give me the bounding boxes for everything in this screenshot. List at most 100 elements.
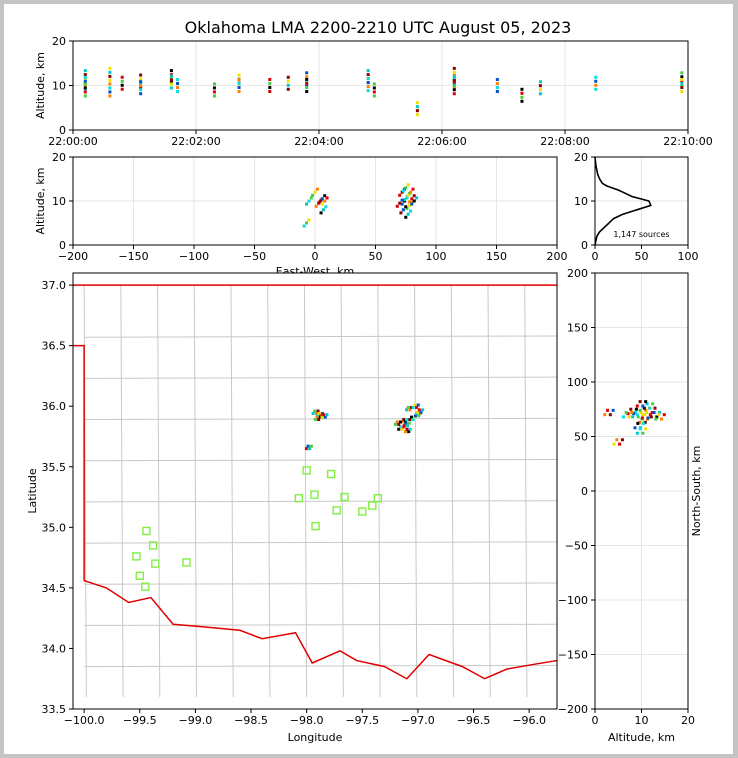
- ns-altitude-point: [659, 417, 663, 421]
- altitude-time-point: [366, 69, 370, 73]
- county-line: [84, 582, 558, 585]
- lightning-source-point: [304, 447, 308, 451]
- x-tick-label: −98.5: [234, 714, 268, 727]
- lightning-source-point: [406, 405, 410, 409]
- lightning-source-point: [416, 410, 420, 414]
- lma-station-marker: [141, 582, 150, 591]
- altitude-ew-point: [406, 212, 410, 216]
- ns-altitude-point: [641, 404, 645, 408]
- altitude-ew-point: [323, 194, 327, 198]
- x-tick-label: −100: [179, 250, 209, 263]
- lma-station-marker: [135, 571, 144, 580]
- altitude-time-point: [495, 86, 499, 90]
- altitude-ew-point: [305, 202, 309, 206]
- x-tick-label: −99.0: [179, 714, 213, 727]
- altitude-time-point: [372, 86, 376, 90]
- ns-altitude-point: [643, 413, 647, 417]
- altitude-time-point: [237, 86, 241, 90]
- county-line: [267, 285, 271, 697]
- lightning-source-point: [322, 413, 326, 417]
- y-tick-label: 10: [52, 195, 66, 208]
- y-tick-label: 20: [52, 151, 66, 164]
- altitude-time-point: [538, 92, 542, 96]
- lightning-source-point: [408, 427, 412, 431]
- county-boundaries: [83, 285, 558, 697]
- y-axis-label: North-South, km: [690, 446, 703, 537]
- lightning-source-point: [411, 405, 415, 409]
- lightning-source-point: [317, 411, 321, 415]
- lightning-source-point: [314, 411, 318, 415]
- altitude-time-point: [495, 77, 499, 81]
- lightning-source-point: [416, 403, 420, 407]
- lma-station-marker: [340, 492, 349, 502]
- lightning-source-point: [317, 418, 321, 422]
- altitude-ew-point: [410, 197, 414, 201]
- lightning-source-point: [313, 409, 317, 413]
- ns-altitude-point: [621, 415, 625, 419]
- altitude-east-west-panel: −200 −150 −100 −50 0 50 100 150 20001020East-Wes…: [34, 151, 568, 278]
- y-tick-label: 37.0: [42, 279, 67, 292]
- lightning-source-point: [311, 411, 315, 415]
- lightning-source-point: [411, 418, 415, 422]
- lightning-source-point: [417, 414, 421, 418]
- altitude-time-point: [366, 85, 370, 89]
- figure-title: Oklahoma LMA 2200-2210 UTC August 05, 20…: [184, 18, 572, 37]
- x-tick-label: −96.5: [457, 714, 491, 727]
- altitude-time-point: [176, 77, 180, 81]
- x-tick-label: −97.5: [345, 714, 379, 727]
- x-tick-label: 100: [678, 250, 699, 263]
- altitude-time-point: [366, 77, 370, 81]
- altitude-ew-point: [404, 215, 408, 219]
- lma-station-marker: [373, 494, 383, 503]
- altitude-time-point: [108, 66, 112, 70]
- ns-altitude-point: [608, 413, 612, 417]
- lma-station-marker: [368, 501, 377, 510]
- altitude-time-point: [139, 73, 143, 77]
- x-tick-label: −100.0: [64, 714, 105, 727]
- altitude-time-point: [415, 105, 419, 109]
- altitude-time-point: [268, 90, 272, 94]
- altitude-ew-point: [400, 198, 404, 202]
- plot-border: [594, 156, 689, 246]
- x-axis-label: Altitude, km: [608, 731, 675, 744]
- county-line: [84, 664, 558, 668]
- x-tick-label: 0: [592, 250, 599, 263]
- y-tick-label: 0: [581, 239, 588, 252]
- altitude-time-point: [415, 101, 419, 105]
- lightning-source-point: [402, 418, 406, 422]
- altitude-time-point: [594, 87, 598, 91]
- lightning-source-point: [413, 414, 417, 418]
- y-tick-label: 50: [574, 431, 588, 444]
- y-tick-label: 200: [567, 267, 588, 280]
- ns-altitude-point: [654, 417, 658, 421]
- altitude-time-point: [139, 84, 143, 88]
- x-tick-label: 10: [635, 714, 649, 727]
- altitude-time-point: [286, 83, 290, 87]
- ns-altitude-point: [636, 415, 640, 419]
- county-line: [303, 285, 308, 697]
- altitude-time-point: [108, 86, 112, 90]
- y-tick-label: 10: [574, 195, 588, 208]
- county-line: [193, 285, 198, 697]
- altitude-time-point: [520, 99, 524, 103]
- ns-altitude-point: [620, 438, 624, 442]
- altitude-time-point: [108, 94, 112, 98]
- lightning-source-point: [397, 427, 401, 431]
- altitude-time-point: [495, 90, 499, 94]
- altitude-time-point: [680, 75, 684, 79]
- altitude-ew-point: [415, 196, 419, 200]
- altitude-time-point: [305, 86, 309, 90]
- lightning-source-point: [402, 425, 406, 429]
- altitude-ew-point: [407, 200, 411, 204]
- altitude-time-point: [237, 81, 241, 85]
- altitude-time-point: [120, 75, 124, 79]
- altitude-time-point: [169, 86, 173, 90]
- ns-altitude-point: [644, 427, 648, 431]
- x-tick-label: 200: [547, 250, 568, 263]
- x-tick-label: −97.0: [401, 714, 435, 727]
- ns-altitude-point: [635, 413, 639, 417]
- altitude-ew-point: [307, 199, 311, 203]
- y-axis-label: Altitude, km: [34, 167, 47, 234]
- lightning-source-point: [306, 444, 310, 448]
- altitude-time-point: [305, 77, 309, 81]
